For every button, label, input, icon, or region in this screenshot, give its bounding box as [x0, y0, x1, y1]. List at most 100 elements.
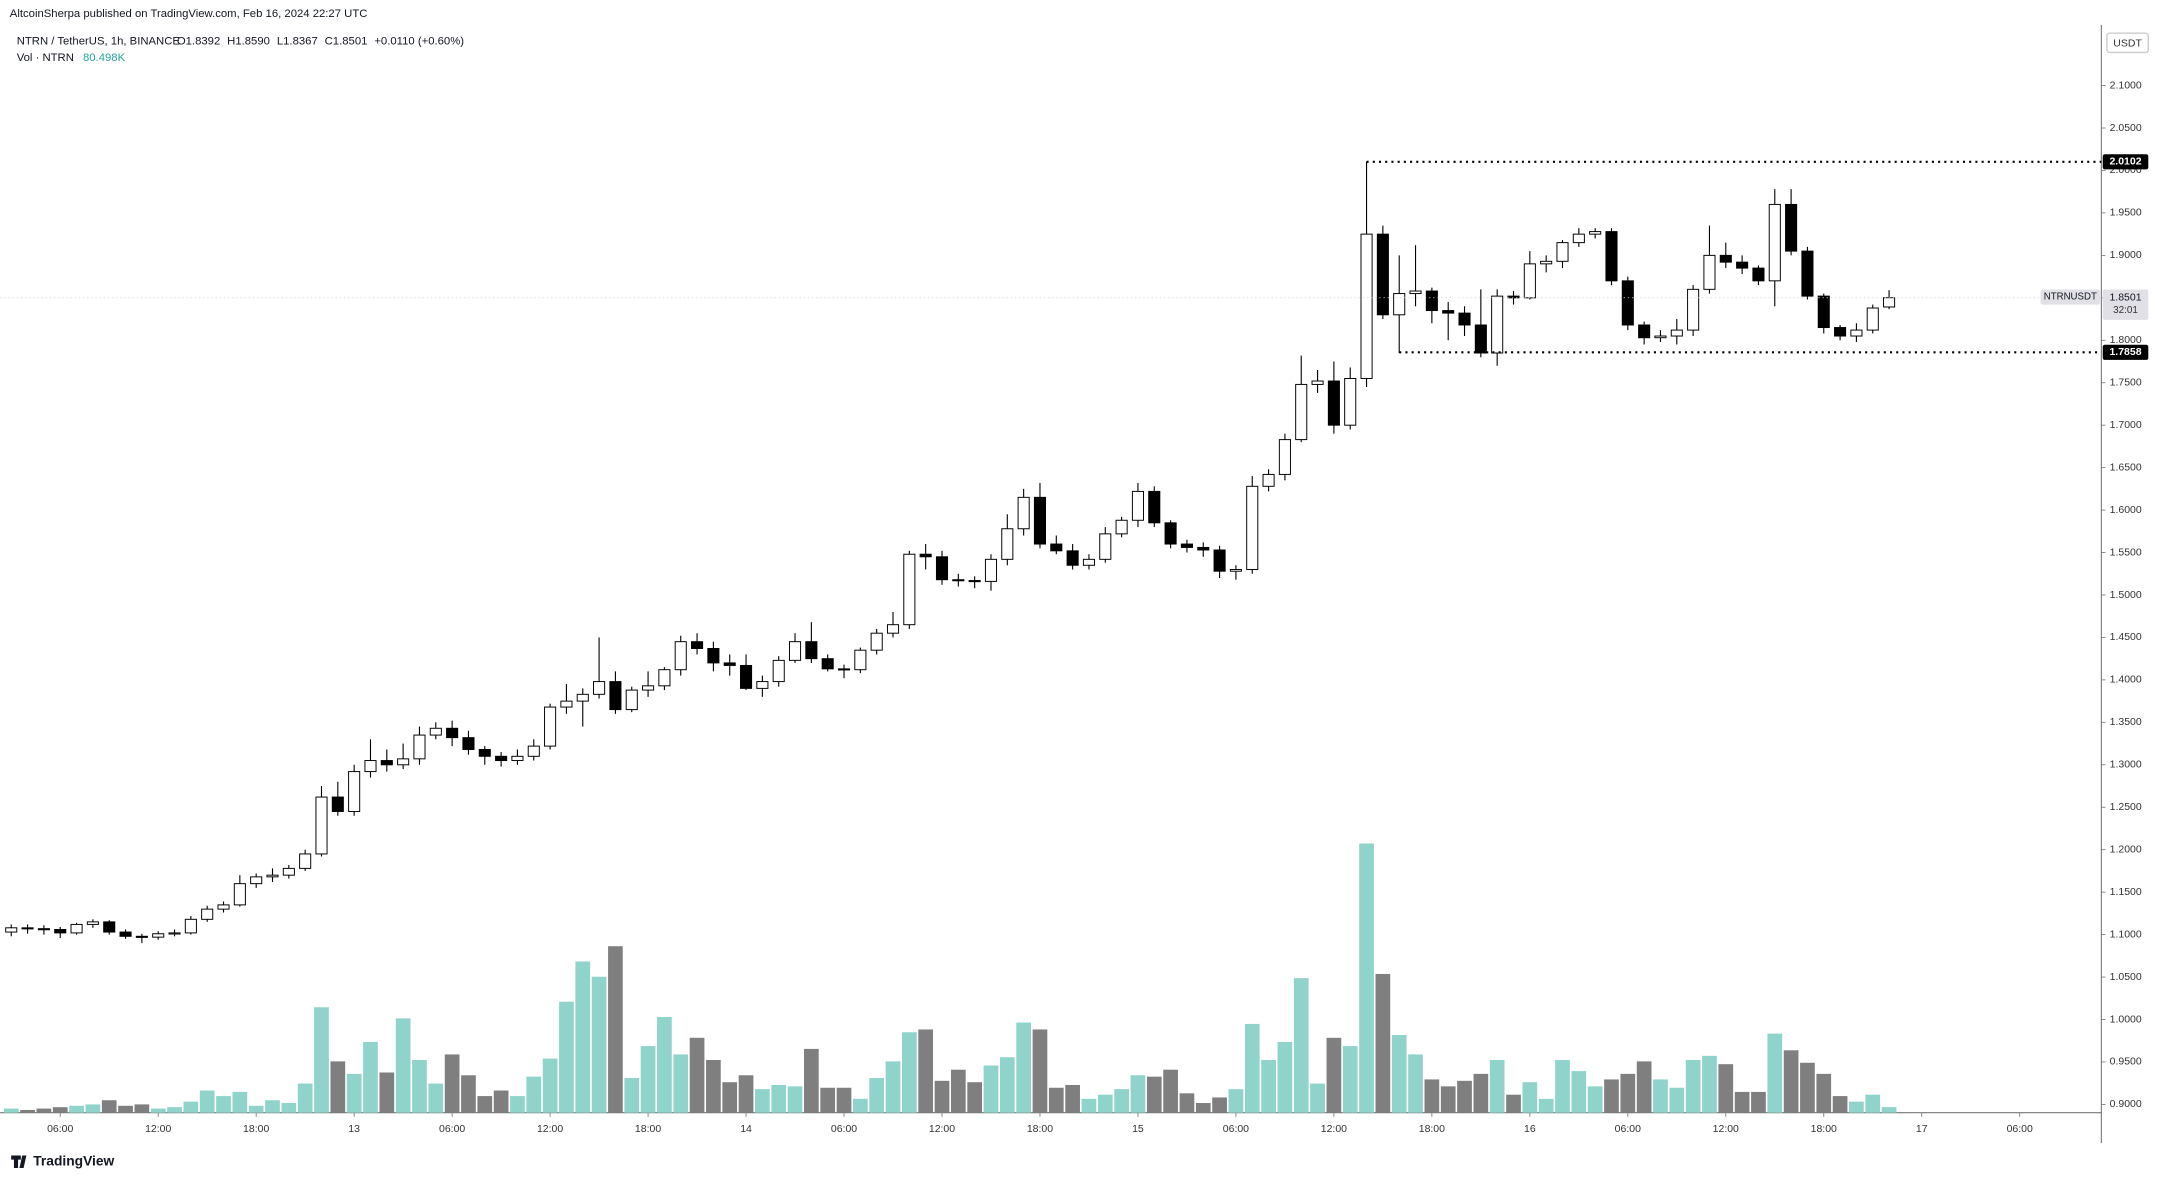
- candle-body: [691, 641, 704, 649]
- candle-body: [495, 755, 508, 762]
- volume-bar: [542, 1058, 558, 1113]
- y-tick-label: 0.9000: [2110, 1099, 2142, 1110]
- candle-body: [1687, 288, 1700, 331]
- x-tick-label: 18:00: [1811, 1124, 1837, 1135]
- volume-bar: [608, 946, 623, 1113]
- volume-bar: [183, 1101, 199, 1113]
- volume-bar: [1783, 1050, 1799, 1113]
- candle-body: [1360, 233, 1373, 379]
- y-tick-label: 1.4000: [2110, 675, 2142, 686]
- volume-bar: [1424, 1079, 1440, 1113]
- candle-body: [413, 734, 426, 760]
- candle-body: [135, 935, 148, 938]
- volume-bar: [1734, 1091, 1750, 1113]
- volume-bar: [493, 1090, 509, 1113]
- volume-bar: [248, 1105, 264, 1113]
- candle-body: [854, 649, 867, 671]
- candle-body: [1621, 280, 1634, 326]
- candle-body: [233, 883, 246, 906]
- volume-bar: [1179, 1093, 1195, 1113]
- level-label: 1.7858: [2109, 347, 2141, 358]
- volume-bar: [265, 1100, 280, 1113]
- volume-bar: [885, 1061, 901, 1113]
- candle-body: [184, 918, 197, 934]
- candle-body: [1785, 203, 1798, 252]
- candle-body: [1327, 380, 1340, 426]
- x-tick-label: 16: [1524, 1124, 1536, 1135]
- candle-body: [1540, 260, 1553, 265]
- candle-body: [1801, 250, 1814, 297]
- volume-bar: [510, 1096, 525, 1113]
- y-tick-label: 0.9500: [2110, 1057, 2142, 1068]
- logo: [11, 1155, 27, 1168]
- price-label: 1.8501: [2109, 292, 2141, 303]
- volume-bar: [657, 1016, 672, 1113]
- x-tick-label: 12:00: [1713, 1124, 1739, 1135]
- candle-body: [903, 553, 916, 626]
- x-tick-label: 12:00: [1321, 1124, 1347, 1135]
- volume-bar: [1653, 1079, 1668, 1113]
- volume-bar: [1702, 1055, 1717, 1113]
- volume-bar: [461, 1075, 476, 1113]
- candle-body: [478, 749, 491, 757]
- volume-bar: [477, 1096, 493, 1113]
- candle-body: [1866, 307, 1879, 331]
- x-tick-label: 06:00: [2007, 1124, 2033, 1135]
- candle-body: [1295, 383, 1308, 441]
- volume-bar: [85, 1104, 101, 1113]
- x-tick-label: 17: [1916, 1124, 1928, 1135]
- candle-body: [331, 796, 344, 812]
- candle-body: [1491, 295, 1504, 354]
- volume-bar: [1457, 1080, 1472, 1113]
- candle-body: [119, 931, 132, 937]
- volume-bar: [1440, 1086, 1456, 1113]
- candle-body: [821, 658, 834, 670]
- candle-body: [429, 727, 442, 736]
- volume-bar: [1261, 1060, 1276, 1113]
- footer: TradingView: [33, 1153, 114, 1168]
- candle-body: [560, 700, 573, 708]
- candle-body: [1180, 543, 1193, 548]
- currency-box[interactable]: [2106, 32, 2149, 54]
- volume-bar: [689, 1037, 705, 1113]
- symbol-label: NTRNUSDT: [2044, 292, 2097, 303]
- candle-body: [740, 664, 753, 689]
- x-tick-label: 18:00: [635, 1124, 661, 1135]
- volume-bar: [134, 1104, 150, 1113]
- x-tick-label: 06:00: [47, 1124, 73, 1135]
- candle-body: [250, 876, 263, 885]
- volume-bar: [1016, 1022, 1031, 1113]
- candle-body: [1017, 496, 1030, 530]
- candle-body: [1670, 329, 1683, 337]
- volume-bar: [167, 1107, 182, 1113]
- candle-body: [1344, 377, 1357, 426]
- candle-body: [1752, 267, 1765, 282]
- volume-bar: [1359, 843, 1374, 1113]
- volume-bar: [1571, 1071, 1587, 1113]
- candle-body: [1082, 558, 1095, 566]
- volume-bar: [836, 1087, 852, 1113]
- y-tick-label: 2.0000: [2110, 165, 2142, 176]
- volume-bar: [150, 1108, 166, 1113]
- level-label: 2.0102: [2109, 157, 2141, 168]
- volume-bar: [526, 1076, 542, 1113]
- volume-bar: [918, 1029, 934, 1113]
- candle-body: [1131, 490, 1144, 521]
- volume-bar: [1538, 1098, 1554, 1113]
- candle-body: [70, 923, 83, 934]
- volume-bar: [1391, 1035, 1407, 1113]
- volume-bar: [624, 1078, 640, 1113]
- volume-bar: [379, 1072, 395, 1113]
- y-tick-label: 1.9000: [2110, 250, 2142, 261]
- candle-body: [1393, 293, 1406, 316]
- volume-bar: [1293, 978, 1309, 1113]
- candle-body: [299, 853, 312, 869]
- volume-bar: [1065, 1084, 1080, 1113]
- candle-body: [1050, 543, 1063, 552]
- volume-bar: [1865, 1094, 1881, 1113]
- volume-bar: [1473, 1073, 1489, 1113]
- candle-body: [446, 727, 459, 739]
- volume-bar: [967, 1082, 983, 1113]
- candle-body: [1033, 496, 1047, 545]
